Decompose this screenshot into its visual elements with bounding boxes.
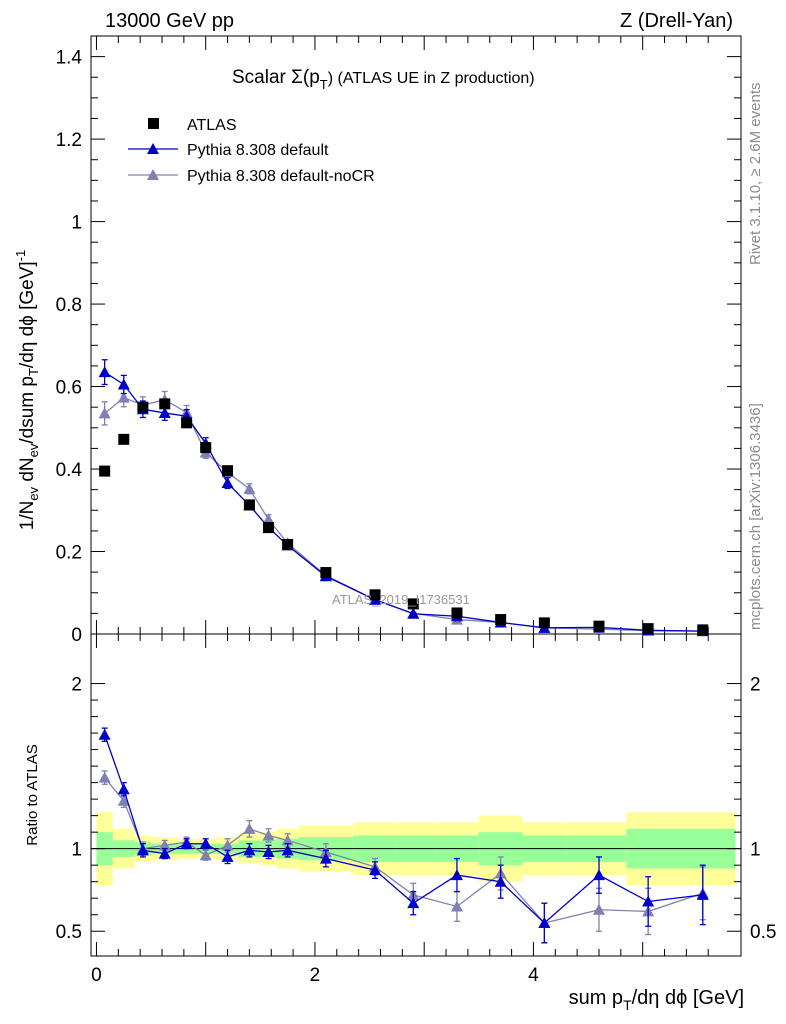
ratio-y-axis-label: Ratio to ATLAS [24, 744, 41, 845]
top-y-tick-label: 0.2 [56, 543, 82, 564]
ratio-nocr-point [158, 839, 171, 851]
atlas-data-point [200, 442, 212, 454]
ratio-y-tick-label-right: 0.5 [750, 922, 776, 943]
atlas-data-point [181, 417, 193, 429]
header-right: Z (Drell-Yan) [620, 10, 733, 32]
atlas-data-point [642, 623, 654, 635]
chart-title: Scalar Σ(pT) (ATLAS UE in Z production) [232, 67, 535, 92]
ratio-y-tick-label-left: 1 [71, 840, 82, 861]
atlas-data-point [222, 465, 234, 477]
header-left: 13000 GeV pp [105, 10, 234, 32]
top-nocr-point [98, 407, 111, 419]
ratio-y-tick-label-left: 2 [71, 675, 82, 696]
atlas-data-point [407, 598, 419, 610]
top-nocr-point [243, 482, 256, 494]
ratio-nocr-point [450, 900, 463, 912]
plot-frames [90, 35, 742, 957]
legend-marker-nocr [147, 169, 159, 180]
ratio-panel-frame [90, 633, 742, 957]
ratio-default-point [319, 852, 332, 864]
atlas-data-point [697, 624, 709, 636]
chart-title-sub: T [320, 77, 328, 92]
legend-label-nocr: Pythia 8.308 default-noCR [187, 168, 375, 185]
atlas-data-point [137, 401, 149, 413]
top-default-point [407, 607, 420, 619]
top-y-axis-label: 1/Nev dNev/dsum pT/dη dϕ [GeV]-1 [13, 250, 41, 531]
top-nocr-point [262, 513, 275, 525]
atlas-data-point [369, 589, 381, 601]
ratio-default-point [696, 888, 709, 900]
atlas-data-point [243, 499, 255, 511]
top-y-tick-label: 0.8 [56, 295, 82, 316]
atlas-data-point [99, 465, 111, 477]
ratio-nocr-point [221, 839, 234, 851]
ratio-default-point [180, 837, 193, 849]
ratio-default-point [592, 869, 605, 881]
atlas-data-point [159, 398, 171, 410]
ratio-default-point [262, 845, 275, 857]
x-tick-label: 2 [310, 965, 321, 986]
top-y-tick-label: 1.4 [56, 48, 83, 69]
ratio-default-point [407, 897, 420, 909]
ratio-default-point [494, 875, 507, 887]
analysis-watermark: ATLAS_2019_I1736531 [332, 592, 470, 607]
legend: ATLAS Pythia 8.308 default Pythia 8.308 … [128, 117, 375, 185]
top-y-tick-label: 0 [71, 625, 82, 646]
ratio-default-point [450, 869, 463, 881]
ratio-nocr-point [281, 834, 294, 846]
atlas-data-point [118, 433, 130, 445]
ratio-y-tick-label-right: 1 [750, 840, 761, 861]
top-y-tick-label: 0.6 [56, 378, 82, 399]
ratio-default-point [642, 895, 655, 907]
x-tick-label: 4 [528, 965, 539, 986]
legend-marker-default [147, 143, 159, 154]
atlas-data-point [451, 607, 463, 619]
chart-title-rest: ) (ATLAS UE in Z production) [328, 70, 535, 87]
top-y-tick-label: 1 [71, 213, 82, 234]
ratio-default-point [221, 850, 234, 862]
ratio-default-point [117, 783, 130, 795]
top-nocr-point [117, 391, 130, 403]
ratio-nocr-point [592, 903, 605, 915]
chart-title-main: Scalar Σ(p [232, 67, 320, 88]
legend-label-default: Pythia 8.308 default [187, 142, 329, 159]
atlas-data-point [495, 614, 507, 626]
atlas-data-point [538, 617, 550, 629]
x-tick-label: 0 [91, 965, 102, 986]
data-marks [98, 359, 709, 944]
top-default-point [221, 477, 234, 489]
ratio-default-point [369, 864, 382, 876]
top-default-point [98, 366, 111, 378]
ratio-nocr-point [199, 849, 212, 861]
ratio-default-point [243, 844, 256, 856]
ratio-y-tick-label-left: 0.5 [56, 922, 82, 943]
top-y-tick-label: 1.2 [56, 130, 82, 151]
x-axis-label: sum pT/dη dϕ [GeV] [569, 987, 744, 1013]
ratio-default-point [281, 844, 294, 856]
top-default-point [158, 406, 171, 418]
ratio-default-point [199, 837, 212, 849]
ratio-default-point [98, 728, 111, 740]
atlas-data-point [320, 567, 332, 579]
legend-label-atlas: ATLAS [187, 117, 237, 134]
atlas-data-point [593, 620, 605, 632]
legend-marker-atlas [148, 118, 159, 129]
ratio-nocr-point [117, 794, 130, 806]
atlas-data-point [263, 522, 275, 534]
top-y-tick-label: 0.4 [56, 460, 83, 481]
ratio-default-point [158, 847, 171, 859]
ratio-nocr-point [262, 829, 275, 841]
ratio-default-point [136, 844, 149, 856]
ratio-default-point [538, 916, 551, 928]
top-default-point [117, 378, 130, 390]
ratio-y-tick-label-right: 2 [750, 675, 761, 696]
atlas-data-point [282, 539, 294, 551]
ratio-nocr-point [98, 771, 111, 783]
ratio-nocr-point [243, 822, 256, 834]
